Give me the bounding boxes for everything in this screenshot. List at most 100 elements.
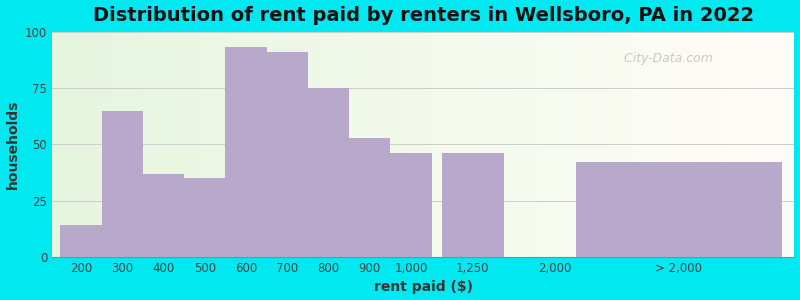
Bar (620, 32, 624, 257)
Bar (602, 32, 605, 257)
Bar (74, 32, 78, 257)
Bar (754, 32, 758, 257)
Bar (561, 32, 564, 257)
Bar (761, 32, 765, 257)
Bar (305, 32, 308, 257)
Bar (457, 32, 461, 257)
Bar (646, 32, 650, 257)
Bar (720, 32, 724, 257)
Bar (590, 32, 594, 257)
Bar (654, 32, 657, 257)
Bar (442, 153, 504, 257)
Bar (249, 32, 253, 257)
Bar (349, 138, 390, 257)
Bar (683, 32, 687, 257)
Bar (308, 88, 349, 257)
Bar (468, 32, 471, 257)
Bar (256, 32, 260, 257)
Bar (197, 32, 201, 257)
Bar (60, 32, 63, 257)
Bar (174, 32, 178, 257)
Bar (230, 32, 234, 257)
Bar (523, 32, 527, 257)
Bar (676, 32, 679, 257)
Bar (316, 32, 319, 257)
Bar (772, 32, 776, 257)
Bar (111, 32, 115, 257)
Bar (330, 32, 334, 257)
Bar (223, 32, 226, 257)
Bar (90, 32, 93, 257)
Bar (226, 32, 230, 257)
Bar (264, 32, 267, 257)
Bar (93, 32, 97, 257)
Bar (713, 32, 717, 257)
Bar (790, 32, 794, 257)
Bar (323, 32, 327, 257)
Bar (430, 32, 434, 257)
Bar (550, 32, 554, 257)
Bar (690, 32, 694, 257)
Bar (642, 32, 646, 257)
Bar (78, 32, 82, 257)
Bar (738, 32, 742, 257)
Bar (394, 32, 398, 257)
Bar (572, 32, 575, 257)
Bar (709, 32, 713, 257)
Bar (102, 110, 143, 257)
Bar (583, 32, 586, 257)
Bar (156, 32, 160, 257)
Bar (301, 32, 305, 257)
Bar (212, 32, 215, 257)
Bar (182, 32, 186, 257)
Bar (278, 32, 282, 257)
Bar (442, 32, 446, 257)
Bar (67, 32, 70, 257)
Bar (750, 32, 754, 257)
Bar (290, 32, 294, 257)
Bar (650, 32, 654, 257)
Title: Distribution of rent paid by renters in Wellsboro, PA in 2022: Distribution of rent paid by renters in … (93, 6, 754, 25)
Bar (694, 32, 698, 257)
Bar (56, 32, 60, 257)
Bar (126, 32, 130, 257)
Bar (143, 174, 184, 257)
Bar (594, 32, 598, 257)
Bar (357, 32, 360, 257)
Bar (115, 32, 119, 257)
Bar (215, 32, 219, 257)
Bar (184, 178, 226, 257)
X-axis label: rent paid ($): rent paid ($) (374, 280, 473, 294)
Bar (665, 32, 668, 257)
Bar (475, 32, 479, 257)
Bar (409, 32, 412, 257)
Bar (657, 32, 661, 257)
Bar (401, 32, 405, 257)
Bar (294, 32, 297, 257)
Bar (327, 32, 330, 257)
Bar (63, 32, 67, 257)
Bar (386, 32, 390, 257)
Bar (613, 32, 616, 257)
Bar (627, 32, 631, 257)
Bar (70, 32, 74, 257)
Bar (564, 32, 568, 257)
Bar (253, 32, 256, 257)
Bar (505, 32, 509, 257)
Bar (219, 32, 223, 257)
Bar (779, 32, 783, 257)
Bar (334, 32, 338, 257)
Bar (427, 32, 430, 257)
Bar (687, 32, 690, 257)
Bar (731, 32, 735, 257)
Bar (765, 32, 769, 257)
Bar (61, 226, 102, 257)
Bar (461, 32, 464, 257)
Y-axis label: households: households (6, 100, 19, 189)
Bar (260, 32, 264, 257)
Bar (171, 32, 174, 257)
Bar (368, 32, 371, 257)
Bar (245, 32, 249, 257)
Bar (638, 32, 642, 257)
Bar (698, 32, 702, 257)
